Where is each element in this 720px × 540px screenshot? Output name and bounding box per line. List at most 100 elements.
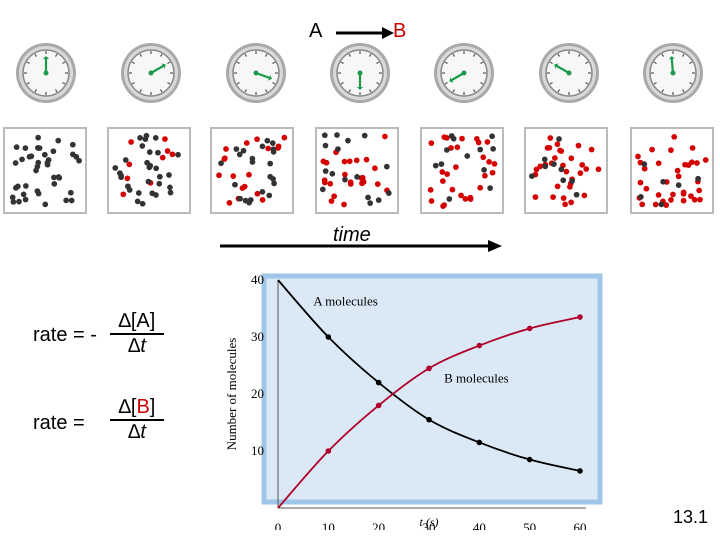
b-molecule xyxy=(440,203,446,209)
a-molecule xyxy=(438,161,445,167)
b-molecule xyxy=(359,180,365,187)
a-molecule xyxy=(556,136,562,142)
b-molecule xyxy=(655,192,662,198)
b-molecule xyxy=(635,153,641,160)
reaction-header: A B xyxy=(0,0,720,50)
a-molecule xyxy=(269,140,276,147)
x-tick-label: 40 xyxy=(473,520,486,530)
data-point xyxy=(375,402,382,409)
b-molecule xyxy=(254,136,260,143)
b-molecule xyxy=(641,165,648,172)
b-molecule xyxy=(241,183,248,190)
x-tick-label: 10 xyxy=(322,520,335,530)
a-molecule xyxy=(144,159,150,166)
a-molecule xyxy=(246,199,252,206)
a-molecule xyxy=(329,170,336,177)
b-molecule xyxy=(581,192,588,199)
b-molecule xyxy=(537,163,544,170)
molecule-box-4 xyxy=(315,127,399,214)
a-molecule xyxy=(270,146,277,153)
a-molecule xyxy=(134,198,141,205)
a-molecule xyxy=(35,190,42,197)
b-molecule xyxy=(222,155,228,162)
b-molecule xyxy=(372,165,378,172)
b-molecule xyxy=(439,169,446,175)
a-molecule xyxy=(118,174,124,181)
rate-b-symbol: B xyxy=(136,396,150,418)
clock-6-icon xyxy=(539,43,599,103)
data-point xyxy=(426,416,432,423)
a-molecule xyxy=(23,183,29,189)
a-molecule xyxy=(22,145,29,151)
b-molecule xyxy=(120,191,127,198)
molecule-box-3 xyxy=(210,127,294,214)
a-molecule xyxy=(156,180,163,187)
y-tick-label: 30 xyxy=(251,329,264,344)
rate-b-denominator: ∆t xyxy=(128,421,146,443)
slide-number: 13.1 xyxy=(672,507,708,527)
b-molecule xyxy=(688,193,694,199)
y-tick-label: 20 xyxy=(251,386,264,401)
a-molecule xyxy=(51,180,58,187)
a-molecule xyxy=(233,146,240,152)
a-molecule xyxy=(55,174,62,180)
a-molecule xyxy=(42,201,49,208)
b-molecule xyxy=(694,160,700,166)
b-molecule xyxy=(680,197,687,204)
b-molecule xyxy=(164,148,171,154)
a-molecule xyxy=(26,153,33,160)
a-molecule xyxy=(69,141,76,148)
b-molecule xyxy=(254,190,261,197)
a-molecule xyxy=(375,197,382,203)
a-molecule xyxy=(166,172,172,178)
b-molecule xyxy=(588,146,595,153)
b-molecule xyxy=(579,162,586,168)
a-molecule xyxy=(236,151,243,158)
a-molecule xyxy=(237,195,243,202)
a-molecule xyxy=(638,194,644,200)
b-molecule xyxy=(259,196,266,203)
a-molecule xyxy=(153,165,159,172)
b-molecule xyxy=(159,154,166,161)
b-molecule xyxy=(544,144,551,151)
time-label: time xyxy=(333,224,371,246)
x-tick-label: 30 xyxy=(423,520,436,530)
a-molecule xyxy=(112,165,119,171)
a-molecule xyxy=(558,166,565,173)
a-molecule xyxy=(16,198,22,205)
data-point xyxy=(325,334,332,340)
a-molecule xyxy=(122,157,129,163)
b-molecule xyxy=(563,168,570,175)
a-molecule xyxy=(490,146,496,152)
b-molecule xyxy=(637,179,644,186)
b-molecule xyxy=(583,166,590,172)
b-molecule xyxy=(243,140,250,146)
a-molecule xyxy=(218,160,224,167)
a-molecule xyxy=(55,137,62,144)
b-molecule xyxy=(223,146,229,152)
b-molecule xyxy=(547,135,554,141)
a-molecule xyxy=(36,145,43,151)
a-molecule xyxy=(266,192,273,199)
a-molecule xyxy=(270,176,276,182)
a-molecule xyxy=(489,133,495,140)
b-molecule xyxy=(475,139,482,146)
data-point xyxy=(526,456,533,463)
b-molecule xyxy=(124,175,131,182)
rate-a-fraction-bar xyxy=(110,333,164,335)
a-molecule xyxy=(342,176,348,183)
a-molecule xyxy=(319,186,326,193)
b-molecule xyxy=(552,155,558,161)
b-molecule xyxy=(486,158,492,165)
a-molecule xyxy=(367,200,373,207)
a-molecule xyxy=(477,146,484,153)
a-molecule xyxy=(345,137,351,144)
b-molecule xyxy=(670,191,676,198)
a-molecule xyxy=(139,200,146,207)
b-molecule xyxy=(554,183,561,190)
b-molecule xyxy=(449,186,456,193)
x-tick-label: 20 xyxy=(372,520,385,530)
a-molecule xyxy=(142,136,149,143)
a-molecule xyxy=(432,162,439,169)
a-molecule xyxy=(695,175,701,182)
